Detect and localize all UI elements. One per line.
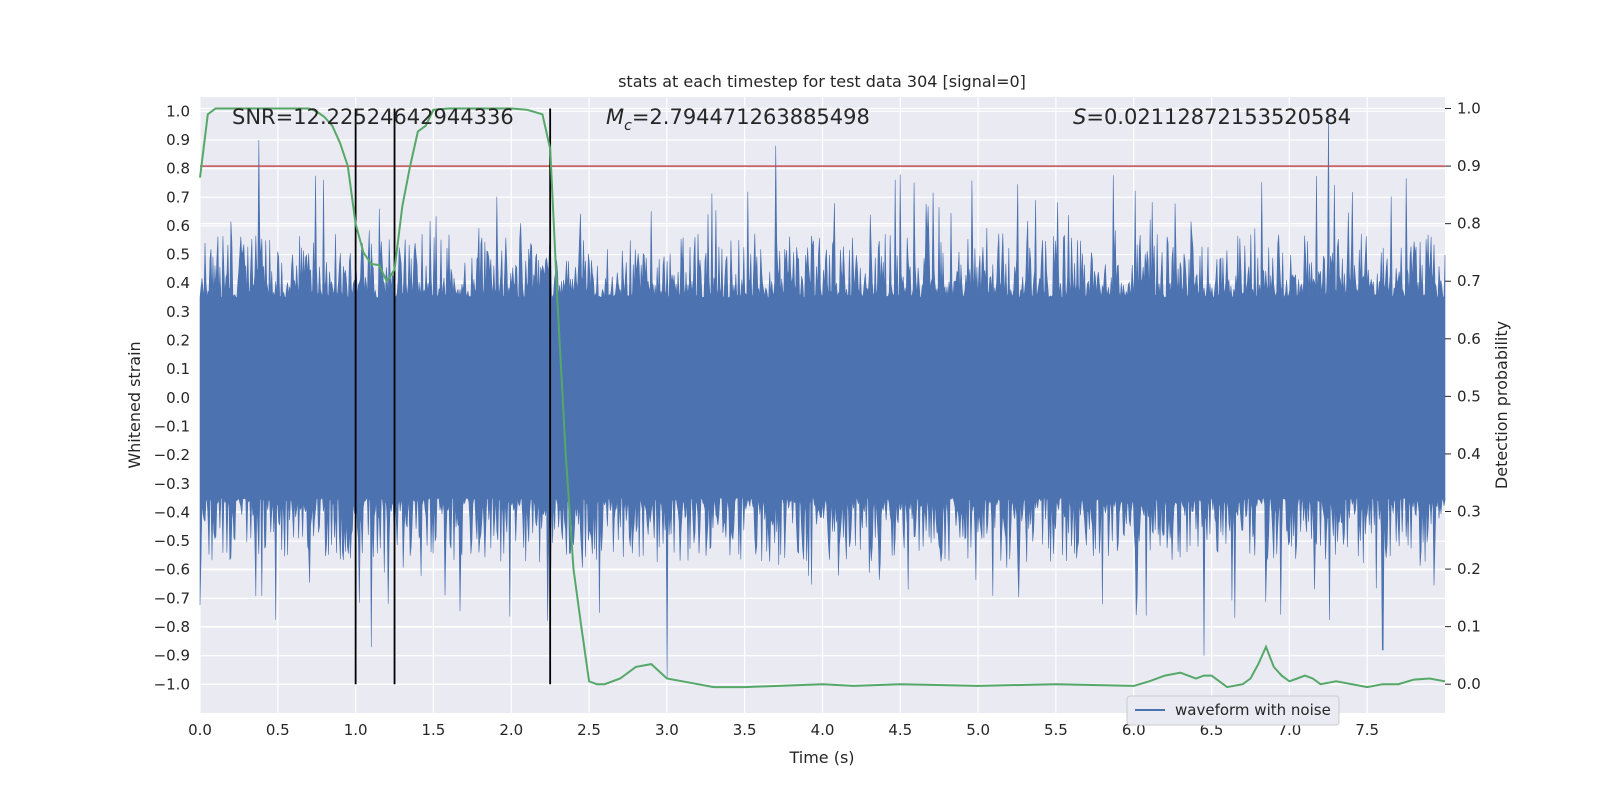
x-tick-label: 0.0 (188, 721, 212, 739)
y-left-axis-label: Whitened strain (125, 341, 144, 468)
y-right-tick-label: 0.6 (1457, 330, 1481, 348)
waveform-with-noise-line (199, 117, 1446, 679)
y-right-axis-ticks: 1.0 0.9 0.8 0.7 0.6 0.5 0.4 0.3 0.2 0.1 0.0 (1445, 100, 1481, 693)
mc-value: =2.794471263885498 (632, 105, 870, 129)
y-right-axis-label: Detection probability (1492, 321, 1511, 489)
y-left-tick-label: −0.9 (154, 647, 190, 665)
y-left-tick-label: −0.7 (154, 589, 190, 607)
vertical-markers (354, 108, 552, 685)
s-annotation: S=0.02112872153520584 (1073, 105, 1351, 129)
y-left-tick-label: 1.0 (166, 102, 190, 120)
s-value: =0.02112872153520584 (1086, 105, 1351, 129)
x-tick-label: 5.0 (966, 721, 990, 739)
snr-annotation: SNR=12.22524642944336 (232, 105, 514, 129)
y-right-tick-label: 1.0 (1457, 100, 1481, 118)
y-left-tick-label: 0.9 (166, 131, 190, 149)
y-left-tick-label: −0.6 (154, 561, 190, 579)
y-left-tick-label: −0.1 (154, 417, 190, 435)
x-tick-label: 4.0 (811, 721, 835, 739)
x-tick-label: 1.0 (344, 721, 368, 739)
y-right-tick-label: 0.1 (1457, 618, 1481, 636)
x-tick-label: 3.5 (733, 721, 757, 739)
x-axis-label: Time (s) (788, 748, 854, 767)
mc-symbol: M (606, 105, 624, 129)
y-left-tick-label: 0.8 (166, 160, 190, 178)
legend: waveform with noise (1126, 695, 1340, 726)
x-tick-label: 7.5 (1355, 721, 1379, 739)
y-right-tick-label: 0.3 (1457, 503, 1481, 521)
y-left-tick-label: −0.4 (154, 503, 190, 521)
s-symbol: S (1073, 105, 1086, 129)
chirp-mass-annotation: Mc=2.794471263885498 (606, 105, 870, 134)
y-right-tick-label: 0.0 (1457, 675, 1481, 693)
y-left-tick-label: −0.2 (154, 446, 190, 464)
y-left-tick-label: 0.0 (166, 389, 190, 407)
waveform-noise-series (199, 117, 1446, 679)
y-left-tick-label: −0.3 (154, 475, 190, 493)
mc-subscript: c (624, 118, 632, 134)
y-right-tick-label: 0.9 (1457, 157, 1481, 175)
legend-box (1126, 695, 1340, 726)
chart-title: stats at each timestep for test data 304… (618, 72, 1026, 91)
y-right-tick-label: 0.7 (1457, 272, 1481, 290)
x-tick-label: 1.5 (422, 721, 446, 739)
x-tick-label: 5.5 (1044, 721, 1068, 739)
x-tick-label: 2.0 (499, 721, 523, 739)
x-tick-label: 3.0 (655, 721, 679, 739)
x-tick-label: 2.5 (577, 721, 601, 739)
y-left-tick-label: 0.6 (166, 217, 190, 235)
y-left-tick-label: 0.4 (166, 274, 190, 292)
y-left-axis-ticks: 1.0 0.9 0.8 0.7 0.6 0.5 0.4 0.3 0.2 0.1 0.0 −0.1 −0.… (154, 102, 190, 693)
y-left-tick-label: −0.5 (154, 532, 190, 550)
legend-label: waveform with noise (1175, 701, 1331, 719)
y-left-tick-label: 0.3 (166, 303, 190, 321)
x-axis-ticks: 0.0 0.5 1.0 1.5 2.0 2.5 3.0 3.5 4.0 4.5 5.0 5.5 6.0 6… (188, 721, 1379, 739)
y-left-tick-label: −1.0 (154, 675, 190, 693)
y-left-tick-label: 0.2 (166, 332, 190, 350)
y-right-tick-label: 0.4 (1457, 445, 1481, 463)
y-right-tick-label: 0.2 (1457, 560, 1481, 578)
y-left-tick-label: 0.7 (166, 188, 190, 206)
x-tick-label: 4.5 (888, 721, 912, 739)
detection-probability-line (199, 107, 1446, 689)
y-left-tick-label: −0.8 (154, 618, 190, 636)
x-tick-label: 0.5 (266, 721, 290, 739)
y-left-tick-label: 0.5 (166, 246, 190, 264)
y-right-tick-label: 0.5 (1457, 387, 1481, 405)
y-right-tick-label: 0.8 (1457, 215, 1481, 233)
y-left-tick-label: 0.1 (166, 360, 190, 378)
detection-probability-series (199, 107, 1446, 689)
